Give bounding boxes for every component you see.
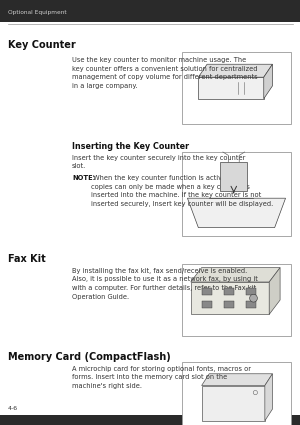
Bar [182, 152, 291, 236]
Bar [182, 52, 291, 124]
Bar [202, 301, 212, 308]
Text: Optional Equipment: Optional Equipment [8, 9, 67, 14]
Text: 4-6: 4-6 [8, 406, 18, 411]
Polygon shape [188, 198, 286, 228]
Text: Memory Card (CompactFlash): Memory Card (CompactFlash) [8, 352, 171, 362]
Bar [220, 162, 247, 192]
Text: Fax Kit: Fax Kit [8, 254, 46, 264]
Text: Inserting the Key Counter: Inserting the Key Counter [72, 142, 189, 151]
Bar [246, 301, 256, 308]
Text: A microchip card for storing optional fonts, macros or
forms. Insert into the me: A microchip card for storing optional fo… [72, 366, 251, 389]
Bar [202, 385, 265, 421]
Bar [182, 362, 291, 425]
Text: Key Counter: Key Counter [8, 40, 76, 50]
Polygon shape [198, 64, 272, 77]
Text: Insert the key counter securely into the key counter
slot.: Insert the key counter securely into the… [72, 155, 245, 170]
Bar [202, 289, 212, 295]
Polygon shape [264, 64, 272, 99]
Circle shape [250, 294, 257, 302]
Polygon shape [269, 268, 280, 314]
Bar [191, 282, 269, 314]
Polygon shape [265, 374, 272, 421]
Bar [224, 301, 234, 308]
Bar [182, 264, 291, 336]
Text: NOTE:: NOTE: [72, 175, 95, 181]
Text: When the key counter function is activated,
copies can only be made when a key c: When the key counter function is activat… [91, 175, 273, 207]
Bar [198, 77, 264, 99]
Text: By installing the fax kit, fax send/receive is enabled.
Also, it is possible to : By installing the fax kit, fax send/rece… [72, 268, 258, 300]
Bar [246, 289, 256, 295]
Polygon shape [191, 268, 280, 282]
Text: Use the key counter to monitor machine usage. The
key counter offers a convenien: Use the key counter to monitor machine u… [72, 57, 258, 88]
Polygon shape [202, 374, 272, 385]
Bar [224, 289, 234, 295]
